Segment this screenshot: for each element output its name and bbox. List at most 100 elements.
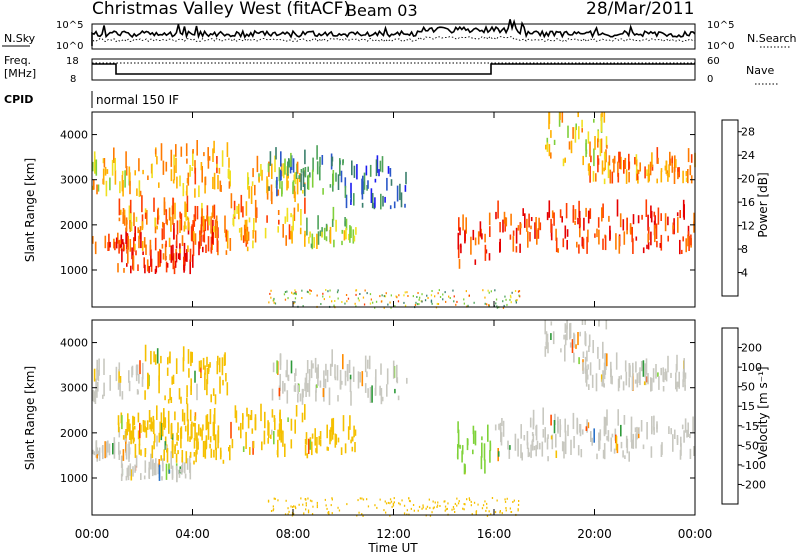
colorbar-tick-label: 8 <box>741 243 748 256</box>
velocity-cell <box>279 412 281 422</box>
power-cell <box>564 225 567 239</box>
power-cell <box>138 235 140 249</box>
power-cell <box>113 238 115 249</box>
velocity-scatter-cell <box>444 500 446 503</box>
power-cell <box>277 189 280 196</box>
velocity-cell <box>564 437 567 455</box>
velocity-cell <box>267 420 269 436</box>
power-scatter-cell <box>291 291 293 294</box>
y-tick-label: 3000 <box>60 382 88 395</box>
power-cell <box>590 155 592 163</box>
velocity-scatter-cell <box>331 512 333 515</box>
power-cell <box>92 236 94 244</box>
power-cell <box>635 154 638 165</box>
velocity-cell <box>133 425 136 430</box>
velocity-cell <box>113 441 116 459</box>
velocity-cell <box>135 365 138 376</box>
power-cell <box>687 148 690 163</box>
velocity-cell <box>160 412 163 423</box>
power-cell <box>387 166 390 174</box>
velocity-cell <box>326 369 329 383</box>
power-scatter-cell <box>453 300 455 303</box>
power-cell <box>277 210 280 215</box>
power-cell <box>589 165 591 183</box>
velocity-scatter-cell <box>302 503 304 506</box>
power-cell <box>247 231 250 241</box>
velocity-cell <box>472 430 475 444</box>
power-cell <box>113 147 115 163</box>
power-cell <box>294 191 296 202</box>
velocity-cell <box>214 394 217 405</box>
velocity-cell <box>489 450 491 463</box>
velocity-cell <box>361 371 364 387</box>
power-scatter-cell <box>287 297 289 300</box>
power-scatter-cell <box>346 300 348 303</box>
power-cell <box>186 216 189 221</box>
power-cell <box>165 161 168 172</box>
power-cell <box>155 265 158 273</box>
velocity-cell <box>215 447 217 461</box>
velocity-cell <box>529 417 532 428</box>
velocity-cell <box>250 410 253 421</box>
velocity-cell <box>247 414 250 429</box>
power-cell <box>688 236 690 251</box>
power-cell <box>546 212 549 221</box>
power-cell <box>121 170 124 175</box>
velocity-cell <box>165 463 168 480</box>
velocity-cell <box>657 372 659 377</box>
power-cell <box>333 239 335 248</box>
velocity-cell <box>290 360 293 374</box>
power-cell <box>316 161 319 175</box>
power-cell <box>102 168 105 185</box>
power-cell <box>365 165 368 176</box>
power-cell <box>667 216 669 226</box>
velocity-cell <box>161 476 163 481</box>
beam-label: Beam 03 <box>346 1 418 20</box>
power-cell <box>170 169 173 182</box>
velocity-scatter-cell <box>486 506 488 509</box>
power-scatter-cell <box>448 295 450 298</box>
power-cell <box>319 156 321 167</box>
velocity-cell <box>634 427 637 433</box>
power-cell <box>250 186 253 204</box>
nave-tick-top: 60 <box>707 56 720 67</box>
power-cell <box>221 150 224 167</box>
velocity-cell <box>93 451 96 456</box>
velocity-scatter-cell <box>453 508 455 511</box>
power-cell <box>165 240 167 248</box>
velocity-scatter-cell <box>452 506 455 508</box>
velocity-cell <box>180 430 182 449</box>
power-band <box>230 193 306 252</box>
velocity-cell <box>153 351 155 363</box>
power-cell <box>260 164 262 177</box>
nsky-label: N.Sky <box>4 32 36 45</box>
velocity-scatter-cell <box>295 507 297 510</box>
power-cell <box>559 209 562 218</box>
velocity-cell <box>631 439 633 449</box>
power-cell <box>587 131 590 144</box>
power-scatter-cell <box>484 302 486 305</box>
velocity-cell <box>297 385 299 394</box>
velocity-cell <box>656 421 658 433</box>
power-scatter-cell <box>358 299 360 302</box>
velocity-cell <box>591 374 594 388</box>
velocity-cell <box>640 420 643 432</box>
power-scatter-cell <box>467 304 469 307</box>
power-cell <box>294 172 296 183</box>
velocity-cell <box>193 452 196 457</box>
velocity-cell <box>626 438 629 454</box>
power-ylabel: Slant Range [km] <box>23 158 37 262</box>
velocity-cell <box>689 448 692 459</box>
velocity-cell <box>97 382 99 392</box>
power-cell <box>310 243 313 248</box>
velocity-cell <box>348 359 351 373</box>
velocity-cell <box>286 359 288 378</box>
power-cell <box>331 218 334 227</box>
power-cell <box>200 216 203 234</box>
velocity-cell <box>651 426 653 435</box>
power-cell <box>283 163 285 179</box>
power-cell <box>133 212 135 227</box>
power-cell <box>212 205 214 218</box>
velocity-cell <box>322 388 325 398</box>
power-cell <box>127 247 129 264</box>
